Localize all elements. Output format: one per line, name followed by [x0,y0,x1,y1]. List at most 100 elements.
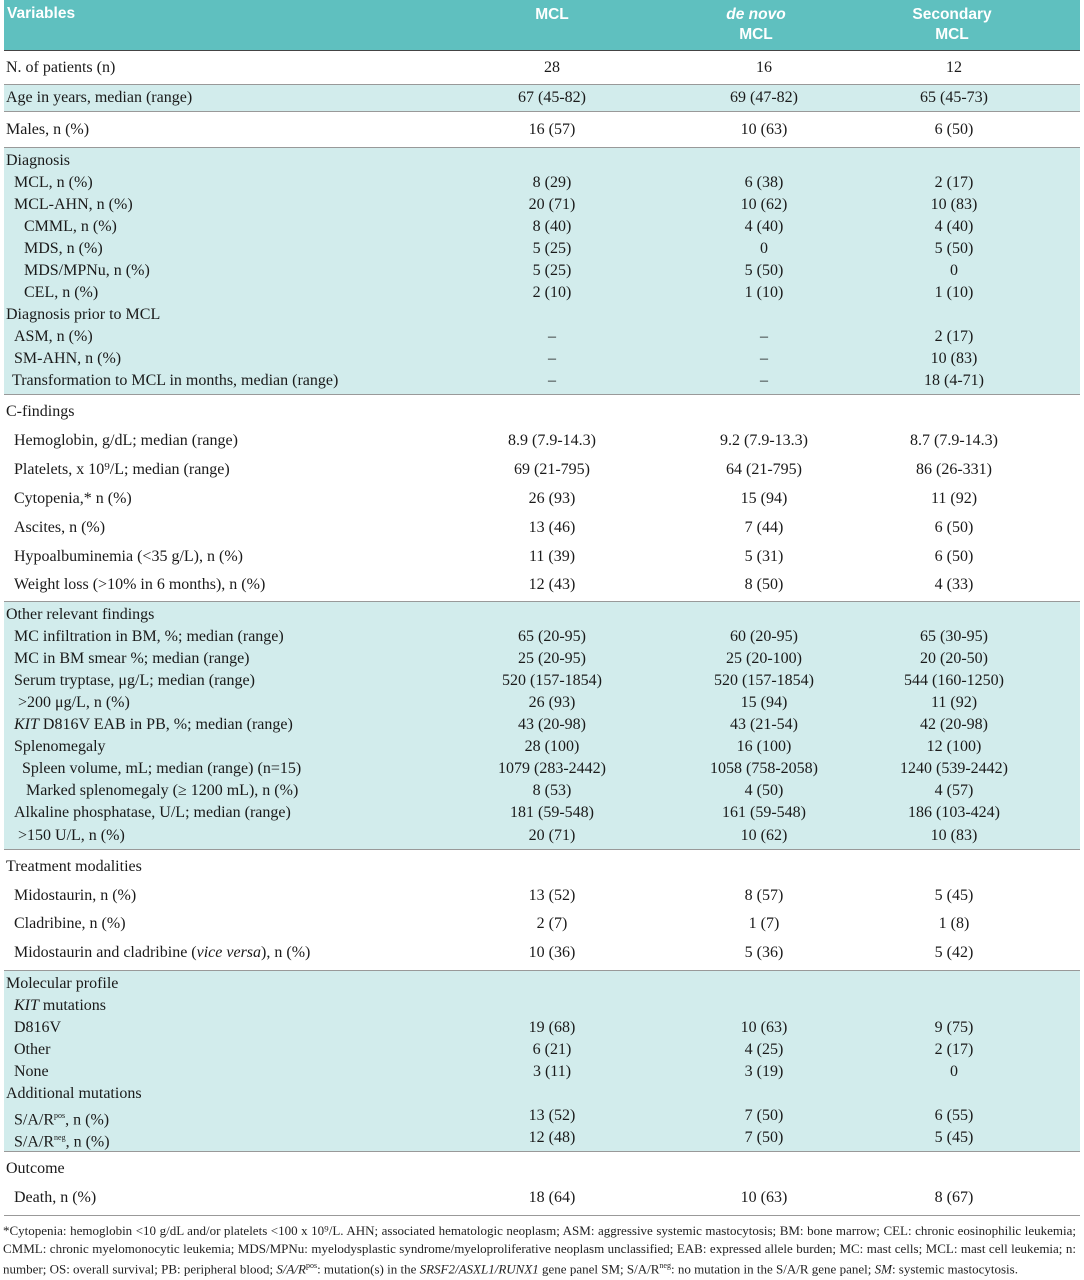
footnote-sm: SM [874,1261,892,1277]
cell-de-novo: 10 (63) [740,121,788,138]
table-row: Weight loss (>10% in 6 months), n (%) 12 … [4,571,1080,599]
cell-de-novo: 10 (62) [740,827,788,844]
row-label: Alkaline phosphatase, U/L; median (range… [14,802,291,824]
row-label-text: None [14,1063,49,1080]
row-label-text: Splenomegaly [14,738,106,755]
cell-de-novo: 0 [760,240,768,257]
table-row: MCL, n (%) 8 (29) 6 (38) 2 (17) [4,172,1080,194]
row-label-italic: KIT [14,997,39,1014]
row-label-text: MCL, n (%) [14,174,93,191]
cell-de-novo: 69 (47-82) [730,89,798,106]
table-row: Cytopenia,* n (%) 26 (93) 15 (94) 11 (92) [4,484,1080,513]
cell-mcl: 18 (64) [528,1189,576,1206]
row-label-text: Other relevant findings [6,606,155,623]
cell-mcl: 3 (11) [532,1063,572,1080]
row-label: Spleen volume, mL; median (range) (n=15) [22,758,301,780]
table-row: S/A/Rneg, n (%) 12 (48) 7 (50) 5 (45) [4,1127,1080,1150]
cell-mcl: 11 (39) [528,548,576,565]
row-label-text: Treatment modalities [6,858,142,875]
cell-secondary: 1240 (539-2442) [900,760,1008,777]
row-group: Other relevant findings MC infiltration i… [4,602,1080,850]
row-label: Splenomegaly [14,736,106,758]
cell-mcl: – [548,372,556,389]
row-label: MC infiltration in BM, %; median (range) [14,626,284,648]
row-label: Outcome [6,1154,65,1183]
cell-mcl: 20 (71) [528,196,576,213]
row-label: Age in years, median (range) [6,87,192,109]
cell-secondary: 4 (33) [934,576,974,593]
table-row: Cladribine, n (%) 2 (7) 1 (7) 1 (8) [4,910,1080,938]
row-label: KIT D816V EAB in PB, %; median (range) [14,714,293,736]
cell-de-novo: 64 (21-795) [726,461,802,478]
table-row: CEL, n (%) 2 (10) 1 (10) 1 (10) [4,282,1080,304]
table-row: Marked splenomegaly (≥ 1200 mL), n (%) 8 … [4,780,1080,802]
header-secondary: Secondary MCL [872,5,1032,45]
row-label-text: Hypoalbuminemia (<35 g/L), n (%) [14,548,243,565]
cell-mcl: 181 (59-548) [510,804,594,821]
footnote-sup-pos: pos [305,1261,318,1270]
cell-secondary: 6 (55) [934,1107,974,1124]
table-row: Serum tryptase, μg/L; median (range) 520 … [4,670,1080,692]
cell-mcl: 65 (20-95) [518,628,586,645]
cell-mcl: – [548,350,556,367]
cell-de-novo: 25 (20-100) [726,650,802,667]
table-body: N. of patients (n) 28 16 12 Age in years, me… [4,51,1080,1216]
cell-secondary: 9 (75) [934,1019,974,1036]
table-row: Spleen volume, mL; median (range) (n=15)… [4,758,1080,780]
row-group: Age in years, median (range) 67 (45-82) 69… [4,85,1080,112]
cell-mcl: 26 (93) [528,694,576,711]
table-row: MC infiltration in BM, %; median (range)… [4,626,1080,648]
table-row: Other 6 (21) 4 (25) 2 (17) [4,1039,1080,1061]
cell-de-novo: 16 (100) [736,738,792,755]
cell-de-novo: 3 (19) [744,1063,784,1080]
table-row: Platelets, x 10⁹/L; median (range) 69 (21… [4,455,1080,484]
cell-de-novo: 4 (50) [744,782,784,799]
cell-secondary: 4 (40) [934,218,974,235]
table-row: Age in years, median (range) 67 (45-82) 69… [4,87,1080,109]
cell-secondary: 4 (57) [934,782,974,799]
cell-mcl: 8 (29) [532,174,572,191]
table-row: Midostaurin, n (%) 13 (52) 8 (57) 5 (45) [4,881,1080,910]
cell-de-novo: 7 (50) [744,1129,784,1146]
cell-mcl: 28 [544,59,560,76]
row-label: Males, n (%) [6,114,89,145]
cell-mcl: 5 (25) [532,240,572,257]
row-label-text: SM-AHN, n (%) [14,350,122,367]
cell-secondary: 0 [950,1063,958,1080]
footnote-sar: S/A/R [276,1261,306,1277]
row-label: C-findings [6,397,74,426]
row-label-text: S/A/R [14,1111,55,1129]
row-label: MC in BM smear %; median (range) [14,648,250,670]
cell-secondary: 65 (30-95) [920,628,988,645]
row-label: Hypoalbuminemia (<35 g/L), n (%) [14,542,243,571]
table-row: Splenomegaly 28 (100) 16 (100) 12 (100) [4,736,1080,758]
cell-de-novo: 43 (21-54) [730,716,798,733]
row-label-text: Cladribine, n (%) [14,915,126,932]
row-label: Cytopenia,* n (%) [14,484,132,513]
cell-mcl: 16 (57) [528,121,576,138]
row-label-text: Other [14,1041,51,1058]
header-de-novo-italic: de novo [726,6,786,23]
cell-de-novo: 8 (50) [744,576,784,593]
cell-de-novo: 6 (38) [744,174,784,191]
cell-secondary: 6 (50) [934,519,974,536]
cell-secondary: 10 (83) [930,350,978,367]
cell-mcl: 26 (93) [528,490,576,507]
row-label-text: , n (%) [65,1111,110,1129]
table-row: Death, n (%) 18 (64) 10 (63) 8 (67) [4,1183,1080,1213]
row-label-sup: neg [54,1133,66,1142]
row-label-text: MDS/MPNu, n (%) [24,262,150,279]
row-label-text: Diagnosis [6,152,70,169]
table-row: Outcome [4,1154,1080,1183]
header-secondary-mcl: MCL [935,26,969,43]
row-group: Diagnosis MCL, n (%) 8 (29) 6 (38) 2 (17) MCL… [4,148,1080,395]
footnote-text-3: gene panel SM; S/A/R [542,1261,660,1277]
row-label: Transformation to MCL in months, median … [12,370,338,392]
footnote-sup-neg: neg [659,1261,671,1270]
cell-secondary: 11 (92) [930,694,978,711]
header-mcl: MCL [472,5,632,25]
row-label-text: Age in years, median (range) [6,89,193,106]
cell-de-novo: 10 (62) [740,196,788,213]
cell-secondary: 11 (92) [930,490,978,507]
row-label: Marked splenomegaly (≥ 1200 mL), n (%) [26,780,298,802]
